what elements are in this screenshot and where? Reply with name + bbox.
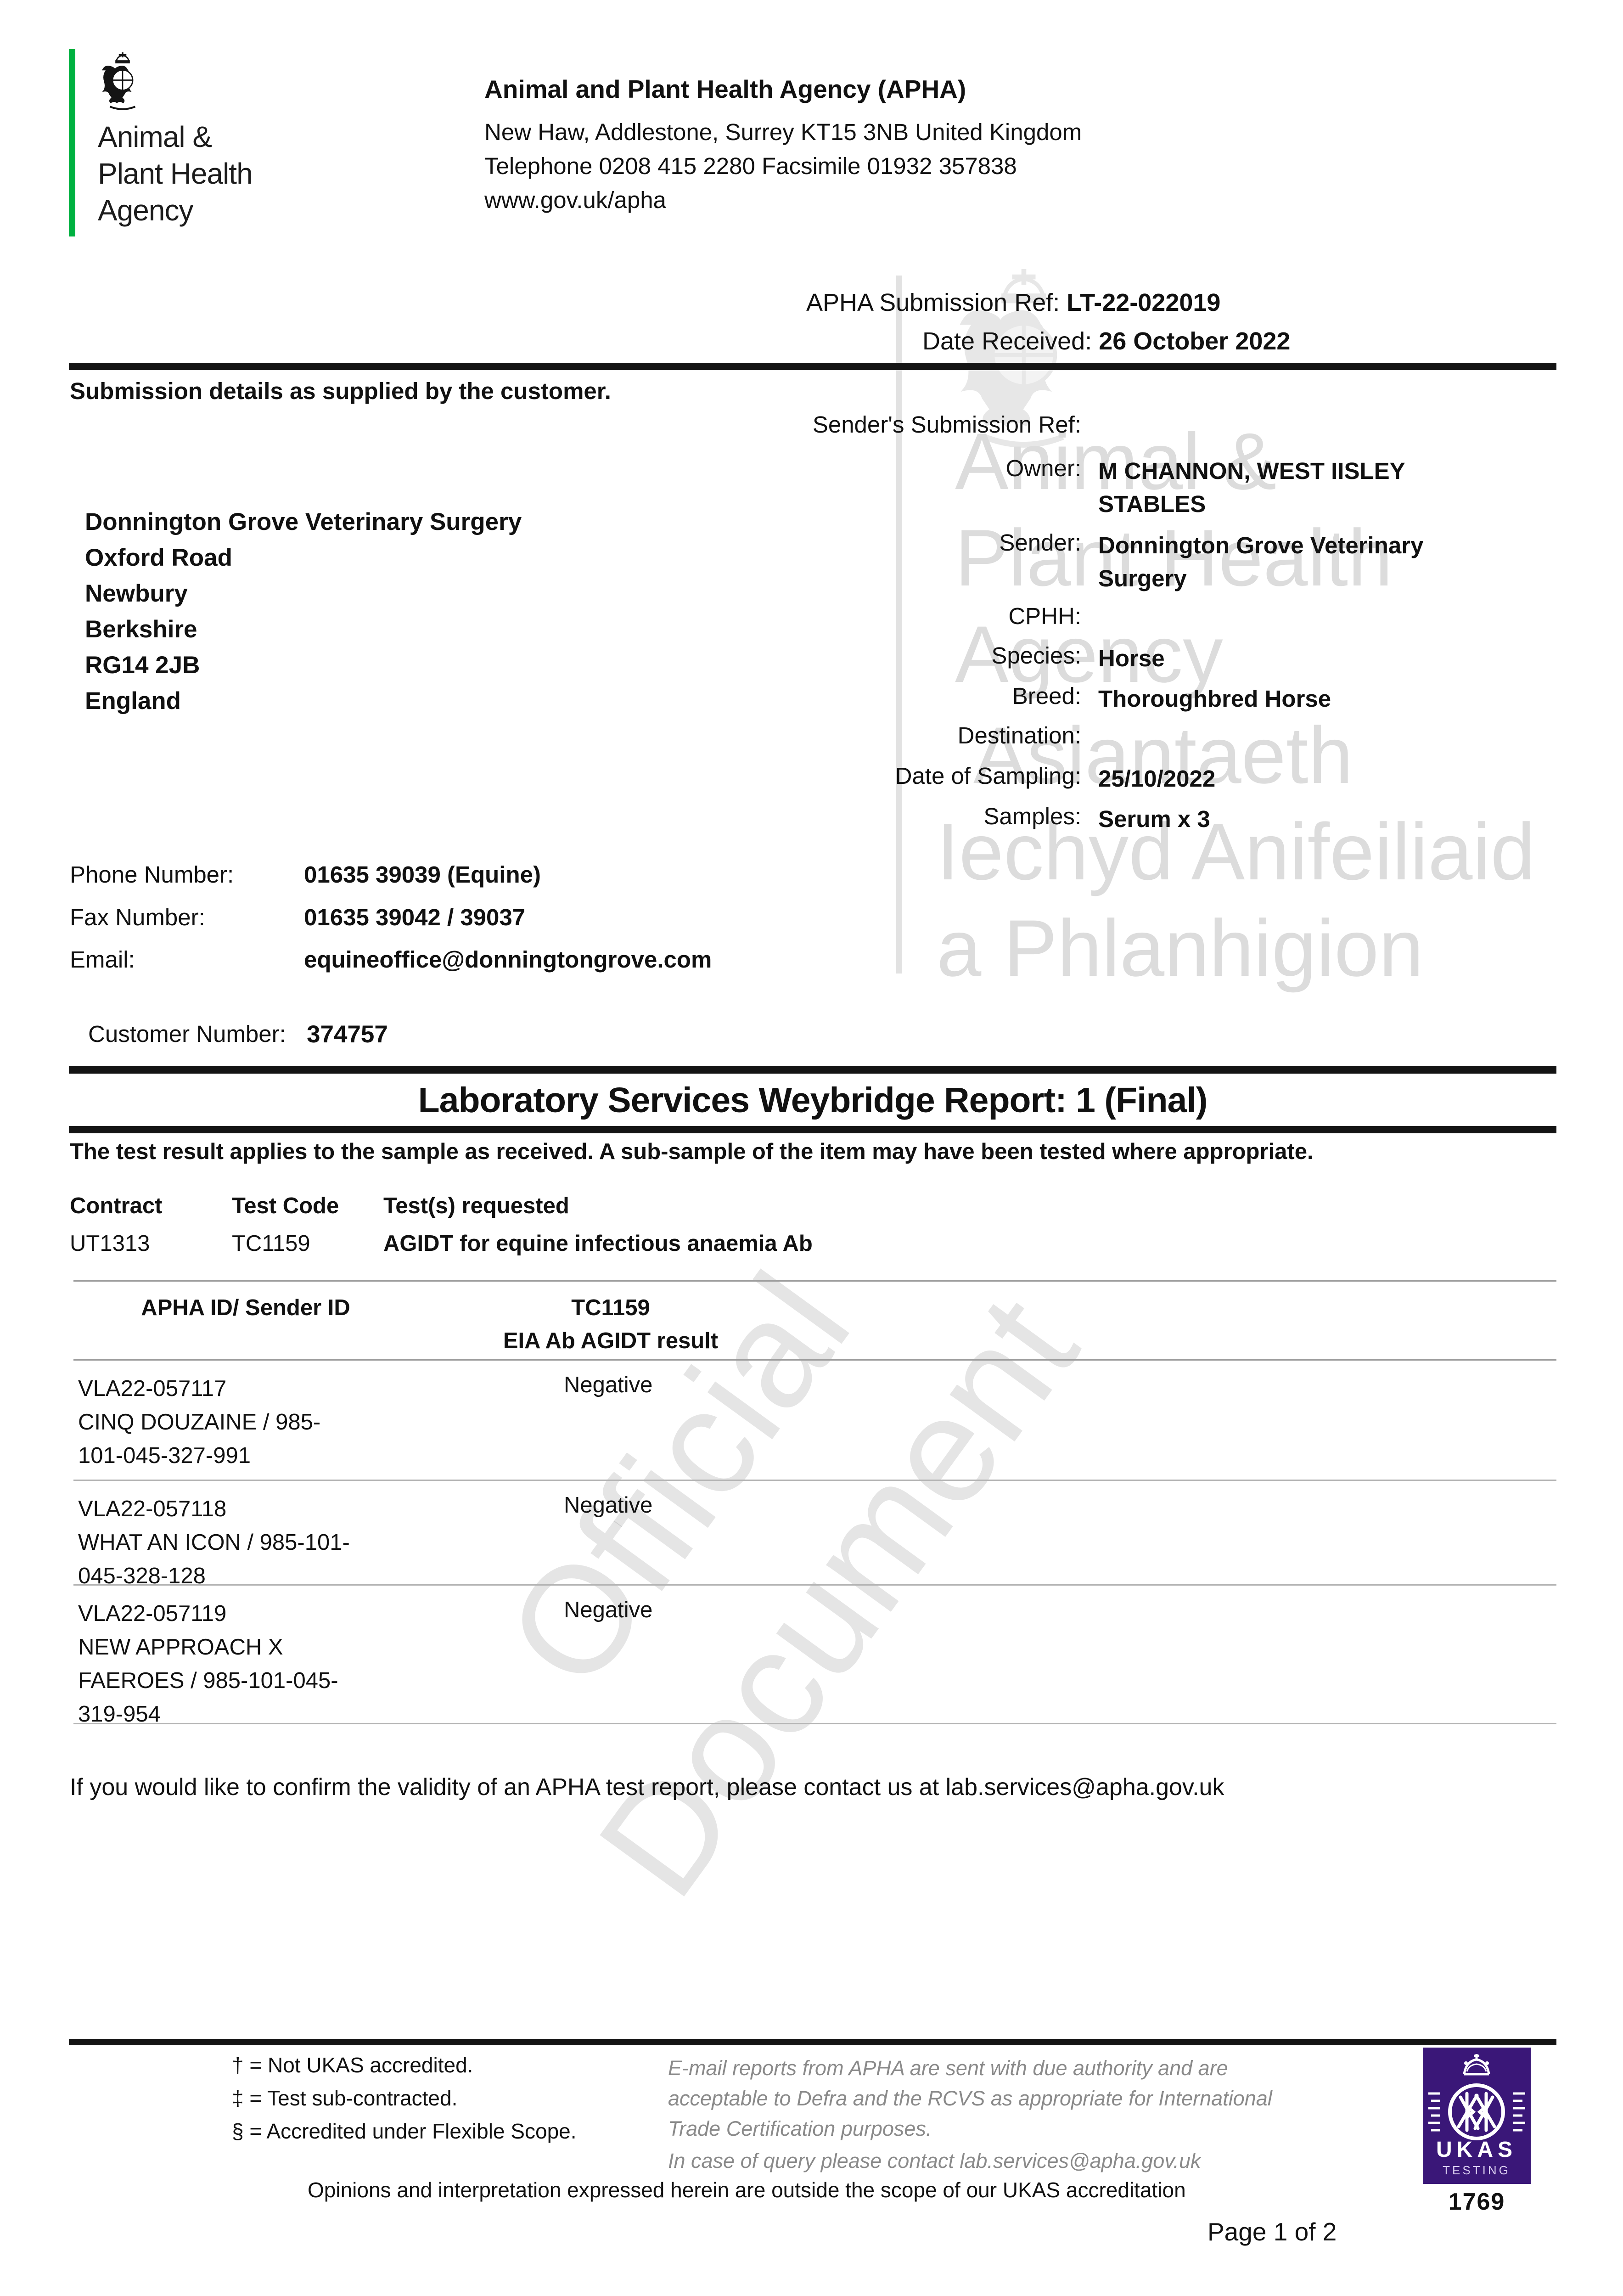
ukas-accreditation-mark: UKAS TESTING 1769 bbox=[1423, 2048, 1531, 2216]
query-contact-line: In case of query please contact lab.serv… bbox=[668, 2149, 1201, 2172]
watermark-brand-line: a Phlanhigion bbox=[937, 904, 1424, 993]
field-value-breed: Thoroughbred Horse bbox=[1098, 686, 1331, 712]
phone-label: Phone Number: bbox=[70, 861, 234, 888]
divider-rule bbox=[69, 1126, 1556, 1133]
submission-ref-row: APHA Submission Ref: LT-22-022019 bbox=[806, 288, 1220, 317]
customer-address-line: Berkshire bbox=[85, 616, 197, 643]
watermark-brand-line: Iechyd Anifeiliaid bbox=[937, 807, 1535, 897]
result-row-id: VLA22-057118 WHAT AN ICON / 985-101- 045… bbox=[78, 1497, 350, 1588]
contract-value: UT1313 bbox=[70, 1231, 150, 1256]
agency-address: New Haw, Addlestone, Surrey KT15 3NB Uni… bbox=[484, 119, 1082, 145]
customer-address-line: England bbox=[85, 687, 181, 715]
date-received-row: Date Received: 26 October 2022 bbox=[922, 327, 1290, 355]
logo-wordmark: Animal & Plant Health Agency bbox=[98, 120, 253, 227]
ukas-number: 1769 bbox=[1448, 2189, 1505, 2215]
footnote-dagger: † = Not UKAS accredited. bbox=[232, 2053, 473, 2077]
field-value-owner: M CHANNON, WEST IISLEY STABLES bbox=[1098, 458, 1405, 517]
opinions-note: Opinions and interpretation expressed he… bbox=[308, 2178, 1186, 2202]
customer-address-line: RG14 2JB bbox=[85, 652, 200, 679]
field-label: Sender: bbox=[999, 529, 1081, 556]
field-value-species: Horse bbox=[1098, 645, 1165, 671]
test-code-value: TC1159 bbox=[232, 1231, 310, 1256]
result-row-id: VLA22-057119 NEW APPROACH X FAEROES / 98… bbox=[78, 1601, 338, 1727]
footer-rule bbox=[69, 2039, 1556, 2045]
results-id-header: APHA ID/ Sender ID bbox=[141, 1295, 350, 1320]
svg-text:TESTING: TESTING bbox=[1443, 2163, 1511, 2177]
phone-value: 01635 39039 (Equine) bbox=[304, 861, 541, 888]
col-header-tests-requested: Test(s) requested bbox=[383, 1193, 569, 1218]
result-value: Negative bbox=[564, 1493, 653, 1518]
field-label: Date of Sampling: bbox=[895, 763, 1081, 789]
footnote-double-dagger: ‡ = Test sub-contracted. bbox=[232, 2086, 458, 2110]
table-rule bbox=[73, 1480, 1556, 1481]
divider-rule bbox=[69, 1066, 1556, 1074]
field-label: Sender's Submission Ref: bbox=[812, 411, 1081, 438]
results-testcode-header: TC1159 bbox=[571, 1295, 650, 1320]
field-label: Species: bbox=[991, 642, 1081, 669]
field-label: Breed: bbox=[1012, 683, 1081, 709]
report-title: Laboratory Services Weybridge Report: 1 … bbox=[418, 1080, 1208, 1120]
validity-note: If you would like to confirm the validit… bbox=[70, 1774, 1224, 1801]
tests-requested-value: AGIDT for equine infectious anaemia Ab bbox=[383, 1231, 813, 1256]
date-received-value: 26 October 2022 bbox=[1099, 327, 1291, 355]
email-notice-line: acceptable to Defra and the RCVS as appr… bbox=[668, 2087, 1272, 2110]
page-number: Page 1 of 2 bbox=[1207, 2217, 1337, 2246]
field-value-sampling-date: 25/10/2022 bbox=[1098, 765, 1216, 792]
watermark-divider-bar bbox=[896, 276, 902, 974]
date-received-label: Date Received: bbox=[922, 327, 1092, 355]
table-rule bbox=[73, 1723, 1556, 1724]
field-label: Destination: bbox=[957, 722, 1081, 748]
result-value: Negative bbox=[564, 1373, 653, 1397]
table-rule bbox=[73, 1584, 1556, 1586]
ukas-logo-icon: UKAS TESTING bbox=[1423, 2048, 1531, 2184]
logo-green-bar bbox=[69, 49, 75, 236]
customer-address-line: Newbury bbox=[85, 580, 188, 607]
agency-website: www.gov.uk/apha bbox=[484, 187, 666, 213]
field-label: CPHH: bbox=[1008, 603, 1081, 629]
field-value-sender: Donnington Grove Veterinary Surgery bbox=[1098, 532, 1424, 591]
fax-label: Fax Number: bbox=[70, 904, 205, 930]
agency-title: Animal and Plant Health Agency (APHA) bbox=[484, 75, 966, 103]
customer-address-line: Oxford Road bbox=[85, 544, 232, 571]
submission-ref-value: LT-22-022019 bbox=[1067, 289, 1221, 316]
watermark-brand-line: Plant Health bbox=[955, 513, 1393, 603]
field-value-samples: Serum x 3 bbox=[1098, 806, 1210, 832]
email-notice-line: E-mail reports from APHA are sent with d… bbox=[668, 2056, 1228, 2080]
field-label: Samples: bbox=[983, 803, 1081, 829]
email-value: equineoffice@donningtongrove.com bbox=[304, 946, 712, 973]
submission-details-heading: Submission details as supplied by the cu… bbox=[70, 378, 611, 404]
col-header-test-code: Test Code bbox=[232, 1193, 339, 1218]
field-label: Owner: bbox=[1005, 455, 1081, 481]
svg-text:UKAS: UKAS bbox=[1436, 2138, 1517, 2162]
results-result-header: EIA Ab AGIDT result bbox=[503, 1328, 719, 1353]
table-rule bbox=[73, 1359, 1556, 1361]
customer-number-value: 374757 bbox=[307, 1021, 388, 1048]
divider-rule bbox=[69, 363, 1556, 370]
email-label: Email: bbox=[70, 946, 135, 973]
footnote-section: § = Accredited under Flexible Scope. bbox=[232, 2119, 577, 2143]
fax-value: 01635 39042 / 39037 bbox=[304, 904, 526, 930]
table-rule bbox=[73, 1280, 1556, 1282]
col-header-contract: Contract bbox=[70, 1193, 163, 1218]
email-notice-line: Trade Certification purposes. bbox=[668, 2117, 932, 2140]
royal-crest-icon bbox=[97, 51, 148, 117]
agency-phone-fax: Telephone 0208 415 2280 Facsimile 01932 … bbox=[484, 153, 1017, 179]
report-note: The test result applies to the sample as… bbox=[70, 1139, 1314, 1164]
watermark-brand-line: Animal & bbox=[955, 417, 1277, 506]
submission-ref-label: APHA Submission Ref: bbox=[806, 289, 1060, 316]
result-value: Negative bbox=[564, 1598, 653, 1622]
watermark-brand-line: Asiantaeth bbox=[973, 711, 1353, 800]
result-row-id: VLA22-057117 CINQ DOUZAINE / 985- 101-04… bbox=[78, 1376, 321, 1468]
customer-address-line: Donnington Grove Veterinary Surgery bbox=[85, 508, 522, 535]
customer-number-label: Customer Number: bbox=[88, 1021, 286, 1047]
watermark-brand-line: Agency bbox=[955, 610, 1223, 699]
